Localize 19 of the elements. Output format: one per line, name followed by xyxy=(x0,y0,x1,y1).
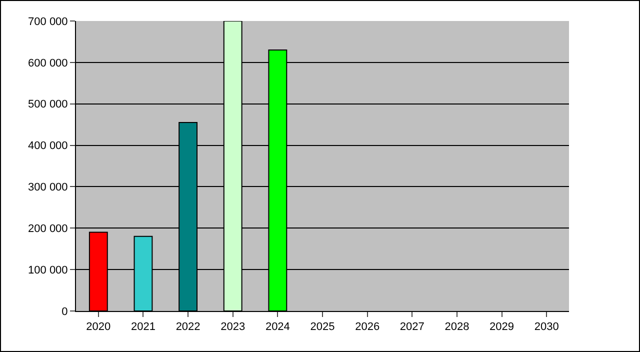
x-tick-label: 2021 xyxy=(130,321,156,334)
x-tick-label: 2023 xyxy=(220,321,246,334)
x-tick-label: 2022 xyxy=(176,321,200,334)
x-tick-label: 2020 xyxy=(86,321,111,334)
x-tick-label: 2027 xyxy=(400,321,424,334)
y-tick-label: 200 000 xyxy=(28,222,68,235)
y-tick-label: 500 000 xyxy=(28,98,68,111)
x-tick-label: 2028 xyxy=(444,321,470,334)
x-tick-label: 2024 xyxy=(265,321,290,334)
x-tick-label: 2026 xyxy=(355,321,380,334)
x-tick-label: 2025 xyxy=(310,321,335,334)
y-tick-label: 600 000 xyxy=(28,57,68,70)
y-tick-label: 700 000 xyxy=(28,16,68,28)
y-tick-label: 300 000 xyxy=(28,182,68,194)
x-tick-label: 2030 xyxy=(534,321,559,334)
y-tick-label: 400 000 xyxy=(28,140,68,152)
y-tick-label: 100 000 xyxy=(28,264,68,276)
x-tick-label: 2029 xyxy=(490,321,514,334)
y-tick-label: 0 xyxy=(62,306,68,318)
